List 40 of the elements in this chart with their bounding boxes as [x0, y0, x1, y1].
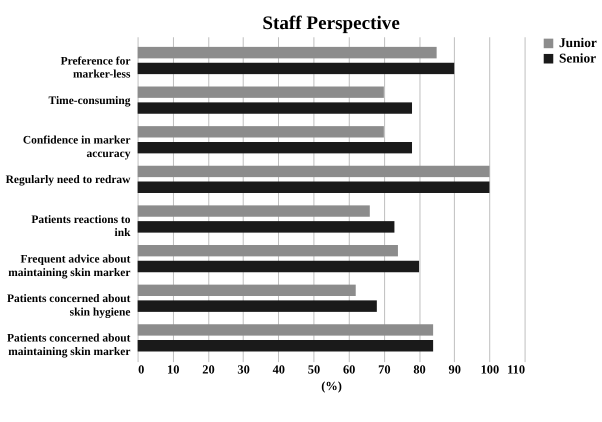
bar	[138, 142, 412, 154]
bar	[138, 324, 434, 336]
bar	[138, 182, 490, 194]
y-tick-label: Time-consuming	[48, 94, 131, 107]
x-tick-label: 40	[272, 362, 286, 377]
bar	[138, 300, 377, 312]
bar	[138, 46, 437, 58]
bar	[138, 86, 384, 98]
x-tick-label: 10	[167, 362, 180, 377]
x-tick-label: 70	[378, 362, 391, 377]
bar	[138, 260, 420, 272]
y-tick-label: Patients concerned about maintaining skin marker	[6, 332, 131, 358]
bar	[138, 205, 370, 217]
legend-label: Senior	[559, 50, 596, 66]
y-tick-label: Confidence in marker accuracy	[22, 134, 131, 160]
x-tick-label: 80	[413, 362, 426, 377]
y-tick-label: Patients concerned about skin hygiene	[6, 293, 131, 318]
y-tick-label: Frequent advice about maintaining skin marker	[8, 253, 131, 279]
x-tick-label: 0	[138, 362, 144, 377]
bar	[138, 62, 454, 74]
x-tick-label: 90	[448, 362, 461, 377]
x-axis-title: (%)	[321, 378, 342, 393]
bar	[138, 102, 412, 114]
x-tick-label: 30	[237, 362, 250, 377]
x-tick-label: 100	[480, 362, 500, 377]
x-tick-label: 50	[308, 362, 320, 377]
bar	[138, 244, 398, 256]
x-tick-label: 20	[202, 362, 215, 377]
bar	[138, 166, 490, 178]
bar	[138, 126, 384, 138]
bar	[138, 284, 356, 296]
x-tick-label: 110	[507, 362, 526, 377]
y-tick-label: Patients reactions to ink	[31, 214, 132, 240]
chart-title: Staff Perspective	[262, 13, 400, 34]
bar	[138, 221, 394, 233]
x-tick-label: 60	[342, 362, 356, 377]
y-tick-label: Preference for marker-less	[60, 55, 131, 81]
legend-label: Junior	[559, 35, 597, 50]
bar	[138, 340, 434, 352]
y-tick-label: Regularly need to redraw	[6, 174, 132, 186]
